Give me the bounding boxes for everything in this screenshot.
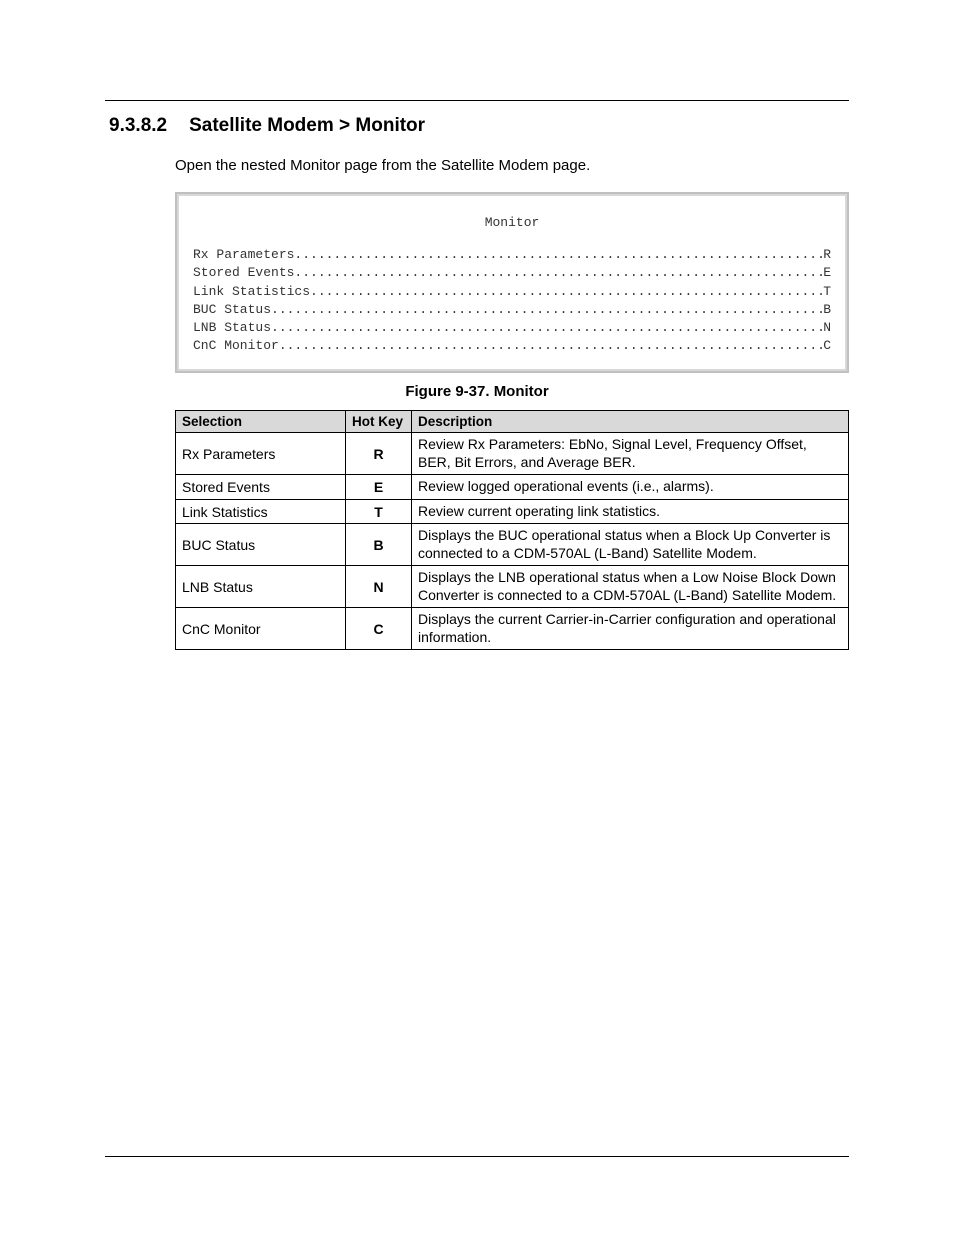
cell-description: Displays the current Carrier-in-Carrier … <box>412 608 849 650</box>
cell-selection: BUC Status <box>176 524 346 566</box>
cell-selection: Stored Events <box>176 475 346 500</box>
table-row: CnC MonitorCDisplays the current Carrier… <box>176 608 849 650</box>
terminal-title: Monitor <box>193 214 831 232</box>
terminal-leader-dots: ........................................… <box>310 283 823 301</box>
terminal-line-key: C <box>823 337 831 355</box>
section-heading: 9.3.8.2 Satellite Modem > Monitor <box>109 115 849 137</box>
terminal-line: CnC Monitor.............................… <box>193 337 831 355</box>
terminal-box: Monitor Rx Parameters...................… <box>175 192 849 373</box>
cell-description: Displays the LNB operational status when… <box>412 566 849 608</box>
table-row: Link StatisticsTReview current operating… <box>176 499 849 524</box>
table-row: BUC StatusBDisplays the BUC operational … <box>176 524 849 566</box>
cell-hotkey: R <box>346 433 412 475</box>
terminal-lines: Rx Parameters...........................… <box>193 246 831 355</box>
cell-description: Review logged operational events (i.e., … <box>412 475 849 500</box>
terminal-leader-dots: ........................................… <box>294 246 823 264</box>
terminal-line-key: R <box>823 246 831 264</box>
terminal-line: Stored Events...........................… <box>193 264 831 282</box>
terminal-line-key: N <box>823 319 831 337</box>
top-rule <box>105 100 849 101</box>
figure-caption: Figure 9-37. Monitor <box>105 383 849 400</box>
table-body: Rx ParametersRReview Rx Parameters: EbNo… <box>176 433 849 650</box>
terminal-line: Link Statistics.........................… <box>193 283 831 301</box>
terminal-leader-dots: ........................................… <box>271 319 823 337</box>
cell-hotkey: C <box>346 608 412 650</box>
terminal-line-label: Rx Parameters <box>193 246 294 264</box>
terminal-line: BUC Status..............................… <box>193 301 831 319</box>
terminal-line: Rx Parameters...........................… <box>193 246 831 264</box>
terminal-line-key: B <box>823 301 831 319</box>
hotkey-table: Selection Hot Key Description Rx Paramet… <box>175 410 849 650</box>
th-hotkey: Hot Key <box>346 411 412 433</box>
terminal-leader-dots: ........................................… <box>271 301 823 319</box>
intro-text: Open the nested Monitor page from the Sa… <box>175 157 849 174</box>
cell-description: Review current operating link statistics… <box>412 499 849 524</box>
cell-hotkey: E <box>346 475 412 500</box>
terminal-line-label: CnC Monitor <box>193 337 279 355</box>
bottom-rule <box>105 1156 849 1157</box>
terminal-leader-dots: ........................................… <box>279 337 823 355</box>
terminal-box-inner: Monitor Rx Parameters...................… <box>177 194 847 371</box>
table-row: Stored EventsEReview logged operational … <box>176 475 849 500</box>
terminal-line-label: LNB Status <box>193 319 271 337</box>
table-header-row: Selection Hot Key Description <box>176 411 849 433</box>
th-description: Description <box>412 411 849 433</box>
terminal-line-label: Stored Events <box>193 264 294 282</box>
cell-hotkey: N <box>346 566 412 608</box>
section-number: 9.3.8.2 <box>109 115 167 136</box>
cell-selection: Link Statistics <box>176 499 346 524</box>
cell-hotkey: T <box>346 499 412 524</box>
terminal-line-label: BUC Status <box>193 301 271 319</box>
terminal-line: LNB Status..............................… <box>193 319 831 337</box>
cell-description: Review Rx Parameters: EbNo, Signal Level… <box>412 433 849 475</box>
terminal-leader-dots: ........................................… <box>294 264 823 282</box>
page-content: 9.3.8.2 Satellite Modem > Monitor Open th… <box>105 100 849 650</box>
cell-hotkey: B <box>346 524 412 566</box>
terminal-line-key: E <box>823 264 831 282</box>
cell-description: Displays the BUC operational status when… <box>412 524 849 566</box>
cell-selection: Rx Parameters <box>176 433 346 475</box>
table-row: Rx ParametersRReview Rx Parameters: EbNo… <box>176 433 849 475</box>
terminal-line-label: Link Statistics <box>193 283 310 301</box>
th-selection: Selection <box>176 411 346 433</box>
cell-selection: CnC Monitor <box>176 608 346 650</box>
terminal-line-key: T <box>823 283 831 301</box>
cell-selection: LNB Status <box>176 566 346 608</box>
table-row: LNB StatusNDisplays the LNB operational … <box>176 566 849 608</box>
section-title: Satellite Modem > Monitor <box>189 115 425 136</box>
